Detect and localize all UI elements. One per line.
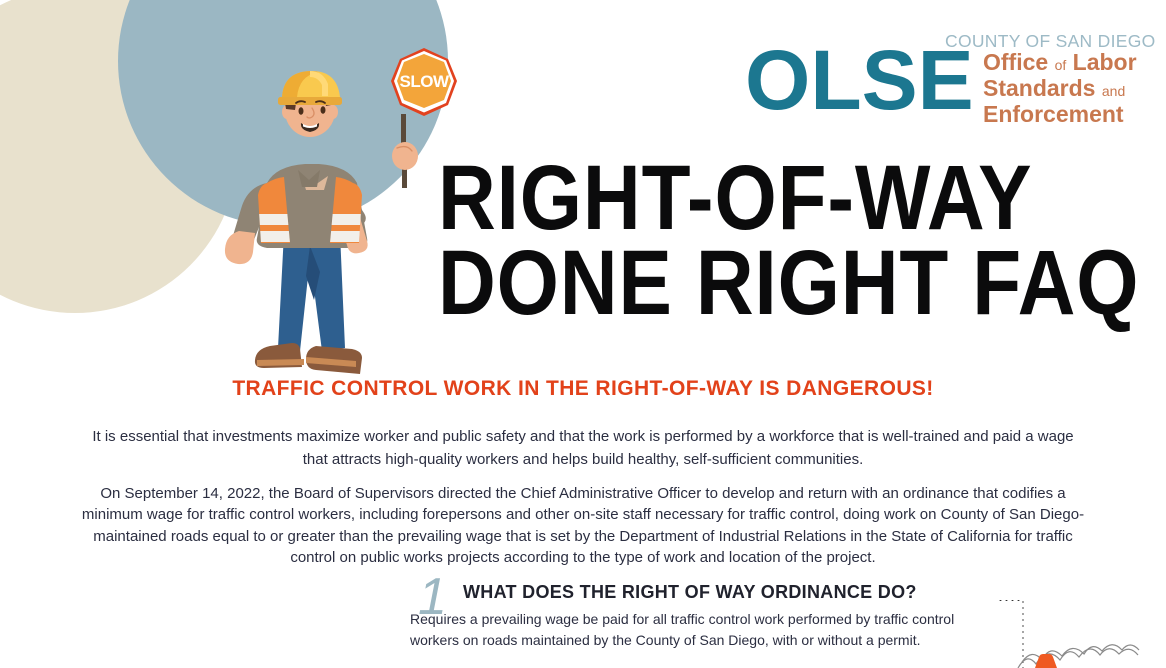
svg-text:SLOW: SLOW xyxy=(400,72,450,91)
